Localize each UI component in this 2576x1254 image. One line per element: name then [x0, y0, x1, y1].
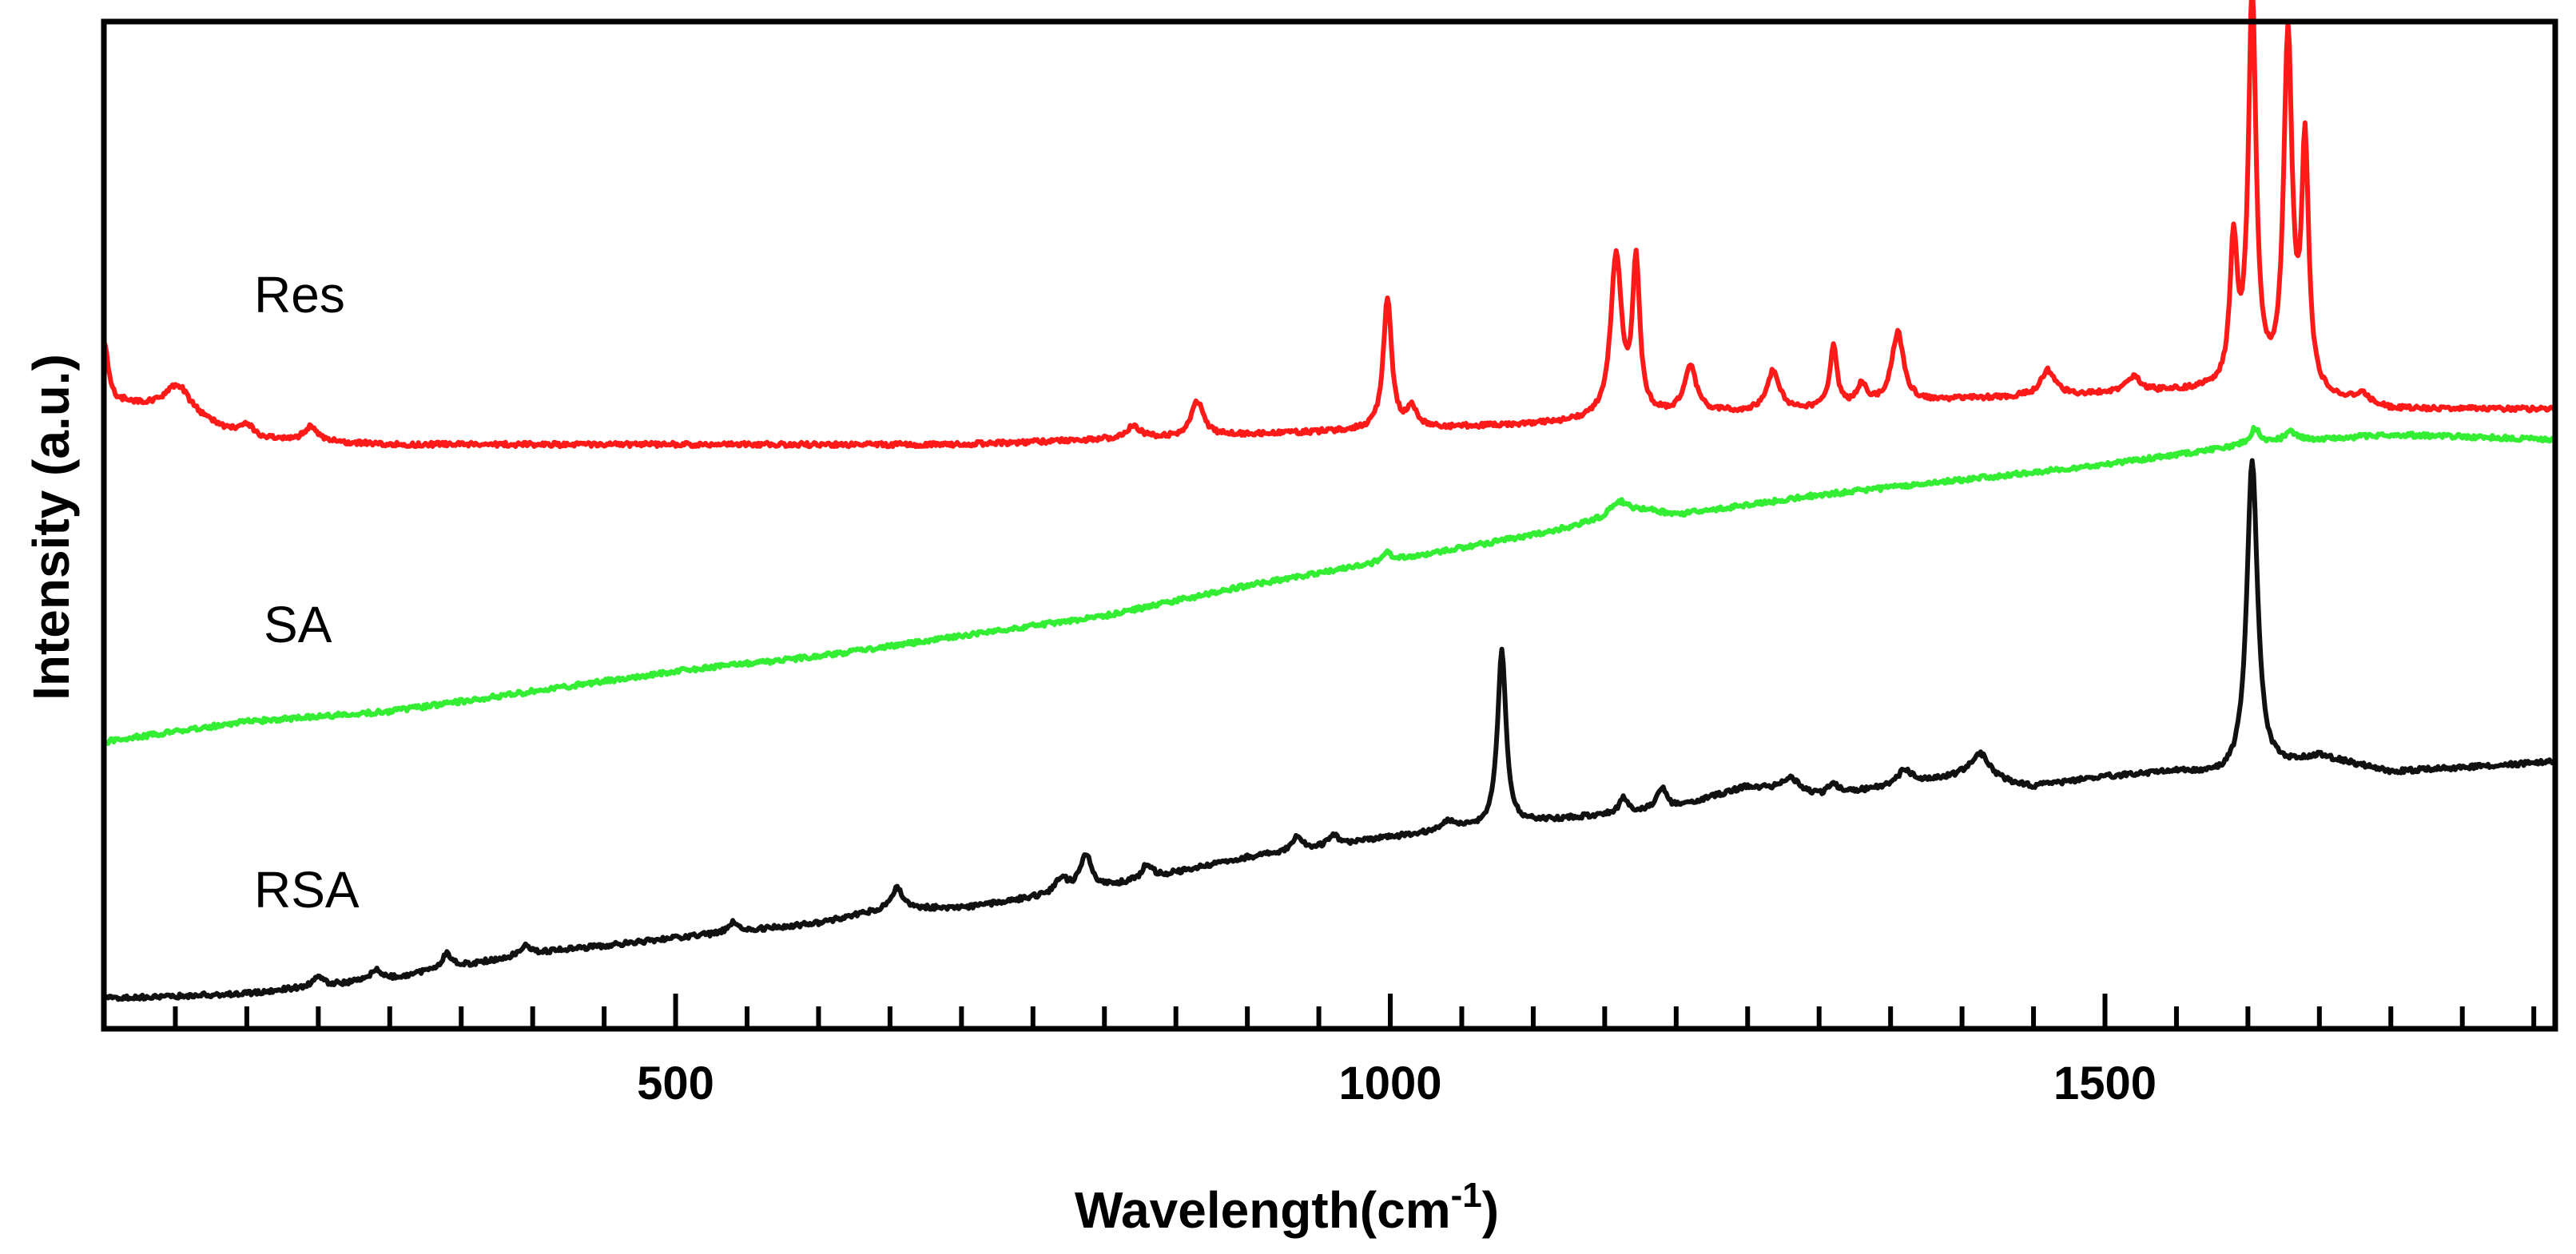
x-tick-label: 1500 — [2053, 1058, 2157, 1109]
x-axis-title-main: Wavelength(cm — [1075, 1181, 1451, 1239]
series-label-sa: SA — [264, 596, 332, 653]
x-tick-label: 500 — [637, 1058, 714, 1109]
x-axis-title-superscript: -1 — [1451, 1176, 1482, 1215]
series-line-sa — [101, 425, 2557, 746]
y-axis-title: Intensity (a.u.) — [22, 354, 80, 700]
series-lines — [101, 0, 2558, 1002]
plot-frame — [101, 18, 2558, 1032]
x-axis-title: Wavelength(cm-1) — [1075, 1176, 1499, 1239]
series-line-res — [101, 0, 2558, 450]
series-label-rsa: RSA — [254, 861, 360, 919]
x-tick-label: 1000 — [1339, 1058, 1442, 1109]
series-line-rsa — [102, 458, 2557, 1002]
x-axis-ticks — [101, 994, 2537, 1029]
x-axis-tick-labels: 500 1000 1500 — [637, 1058, 2157, 1109]
series-label-res: Res — [254, 266, 345, 323]
x-axis-title-suffix: ) — [1482, 1181, 1499, 1239]
